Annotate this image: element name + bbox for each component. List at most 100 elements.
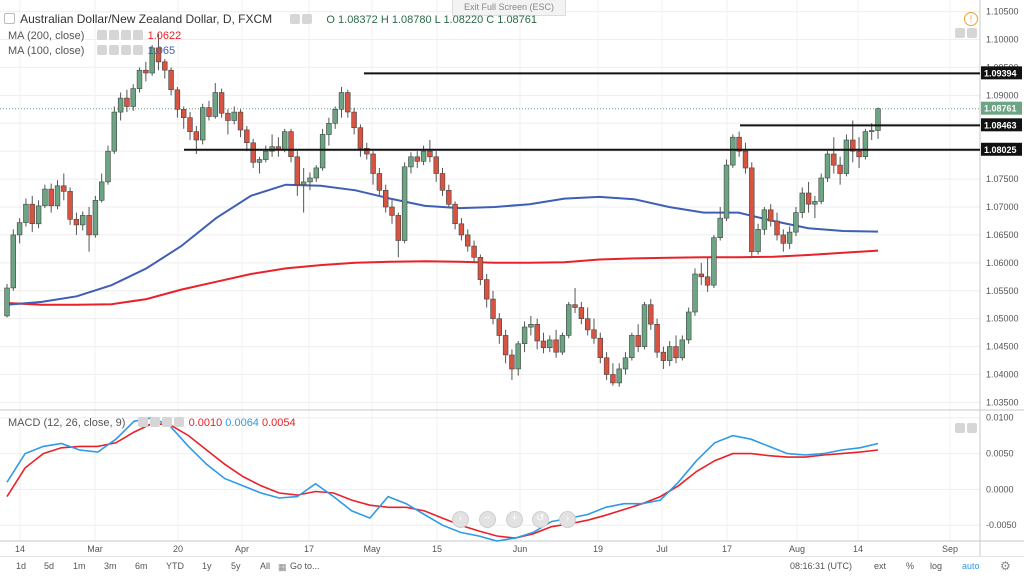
- price-tick-label: 1.06500: [986, 230, 1019, 240]
- ma200-line: [6, 249, 879, 306]
- scroll-left-button[interactable]: ‹: [452, 511, 469, 528]
- candle: [464, 234, 471, 247]
- settings-icon[interactable]: [108, 30, 119, 40]
- candle: [654, 323, 660, 353]
- candle: [597, 337, 604, 359]
- range-5d[interactable]: 5d: [44, 561, 55, 571]
- candle: [572, 304, 578, 308]
- candle: [364, 148, 370, 155]
- ma100-legend: MA (100, close) 1.065: [8, 45, 175, 57]
- collapse-legend-icon[interactable]: [4, 13, 15, 24]
- settings-icon[interactable]: [108, 45, 119, 55]
- candle: [603, 357, 610, 375]
- settings-icon[interactable]: [302, 14, 313, 24]
- eye-icon[interactable]: [96, 45, 107, 55]
- ext-toggle[interactable]: ext: [874, 561, 887, 571]
- range-3m[interactable]: 3m: [104, 561, 117, 571]
- candle: [332, 109, 338, 124]
- candle: [780, 234, 787, 244]
- candle: [300, 181, 307, 185]
- range-ytd[interactable]: YTD: [166, 561, 184, 571]
- chart-canvas[interactable]: 1.105001.100001.095001.090001.085001.080…: [0, 0, 1024, 556]
- eye-icon[interactable]: [137, 417, 148, 427]
- close-icon[interactable]: [173, 417, 184, 427]
- macd-line: [6, 416, 879, 542]
- plus-icon[interactable]: [120, 30, 131, 40]
- candle: [559, 335, 566, 353]
- exclamation-icon[interactable]: !: [964, 12, 978, 26]
- candle: [408, 156, 414, 168]
- scale-up-icon[interactable]: [955, 28, 965, 38]
- zoom-out-button[interactable]: −: [479, 511, 496, 528]
- candle: [427, 150, 433, 158]
- gear-icon[interactable]: ⚙: [1000, 559, 1011, 573]
- candle: [288, 131, 294, 158]
- price-tick-label: 1.05000: [986, 314, 1019, 324]
- candle: [622, 357, 629, 370]
- range-1m[interactable]: 1m: [73, 561, 86, 571]
- candle: [660, 351, 667, 361]
- candle: [23, 203, 29, 223]
- range-1y[interactable]: 1y: [202, 561, 212, 571]
- exit-fullscreen-button[interactable]: Exit Full Screen (ESC): [452, 0, 566, 16]
- range-5y[interactable]: 5y: [231, 561, 241, 571]
- calendar-icon[interactable]: ▦: [278, 562, 287, 572]
- price-tag-label: 1.08025: [984, 145, 1017, 155]
- candle: [761, 209, 768, 230]
- candle: [149, 47, 155, 74]
- goto-button[interactable]: Go to...: [290, 561, 320, 571]
- auto-toggle[interactable]: auto: [962, 561, 980, 571]
- candle: [61, 185, 67, 192]
- candle: [124, 97, 130, 107]
- candle: [736, 136, 742, 152]
- candle: [382, 190, 389, 208]
- candle: [515, 343, 521, 370]
- candle: [439, 173, 446, 191]
- reset-chart-button[interactable]: ↺: [532, 511, 549, 528]
- candles: [4, 33, 881, 387]
- price-tag: 1.08761: [981, 101, 1022, 115]
- candle: [717, 217, 723, 238]
- candle: [793, 212, 799, 233]
- candle: [86, 215, 92, 236]
- zoom-in-button[interactable]: +: [506, 511, 523, 528]
- log-toggle[interactable]: log: [930, 561, 943, 571]
- bottom-toolbar: 1d 5d 1m 3m 6m YTD 1y 5y All ▦ Go to... …: [0, 556, 1024, 577]
- range-all[interactable]: All: [260, 561, 271, 571]
- close-icon[interactable]: [132, 45, 143, 55]
- price-tick-label: 1.04000: [986, 370, 1019, 380]
- candle: [29, 203, 35, 224]
- plus-icon[interactable]: [120, 45, 131, 55]
- scale-up-icon[interactable]: [955, 423, 965, 433]
- macd-axis: 0.0100 0.0050 0.0000 -0.0050: [986, 413, 1017, 531]
- plus-icon[interactable]: [161, 417, 172, 427]
- range-1d[interactable]: 1d: [16, 561, 27, 571]
- ohlc-close: C 1.08761: [486, 14, 538, 26]
- candle: [326, 123, 332, 135]
- eye-icon[interactable]: [96, 30, 107, 40]
- candle: [80, 215, 86, 226]
- candle: [395, 215, 401, 241]
- candle: [92, 200, 99, 236]
- close-icon[interactable]: [132, 30, 143, 40]
- scale-down-icon[interactable]: [967, 28, 977, 38]
- candle: [616, 368, 622, 384]
- time-axis: 14 Mar 20 Apr 17 May 15 Jun 19 Jul 17 Aug 14 Sep: [15, 544, 958, 554]
- candle: [111, 111, 118, 152]
- candle: [370, 153, 376, 174]
- eye-icon[interactable]: [290, 14, 301, 24]
- candle: [818, 177, 824, 202]
- settings-icon[interactable]: [149, 417, 160, 427]
- candle: [181, 109, 187, 119]
- candle: [591, 329, 597, 339]
- grid-lines: [0, 0, 980, 541]
- candle: [313, 167, 319, 179]
- range-6m[interactable]: 6m: [135, 561, 148, 571]
- scale-down-icon[interactable]: [967, 423, 977, 433]
- symbol-legend: Australian Dollar/New Zealand Dollar, D,…: [4, 12, 537, 26]
- candle: [502, 335, 509, 356]
- scroll-right-button[interactable]: ›: [559, 511, 576, 528]
- percent-toggle[interactable]: %: [906, 561, 915, 571]
- candle: [521, 326, 528, 345]
